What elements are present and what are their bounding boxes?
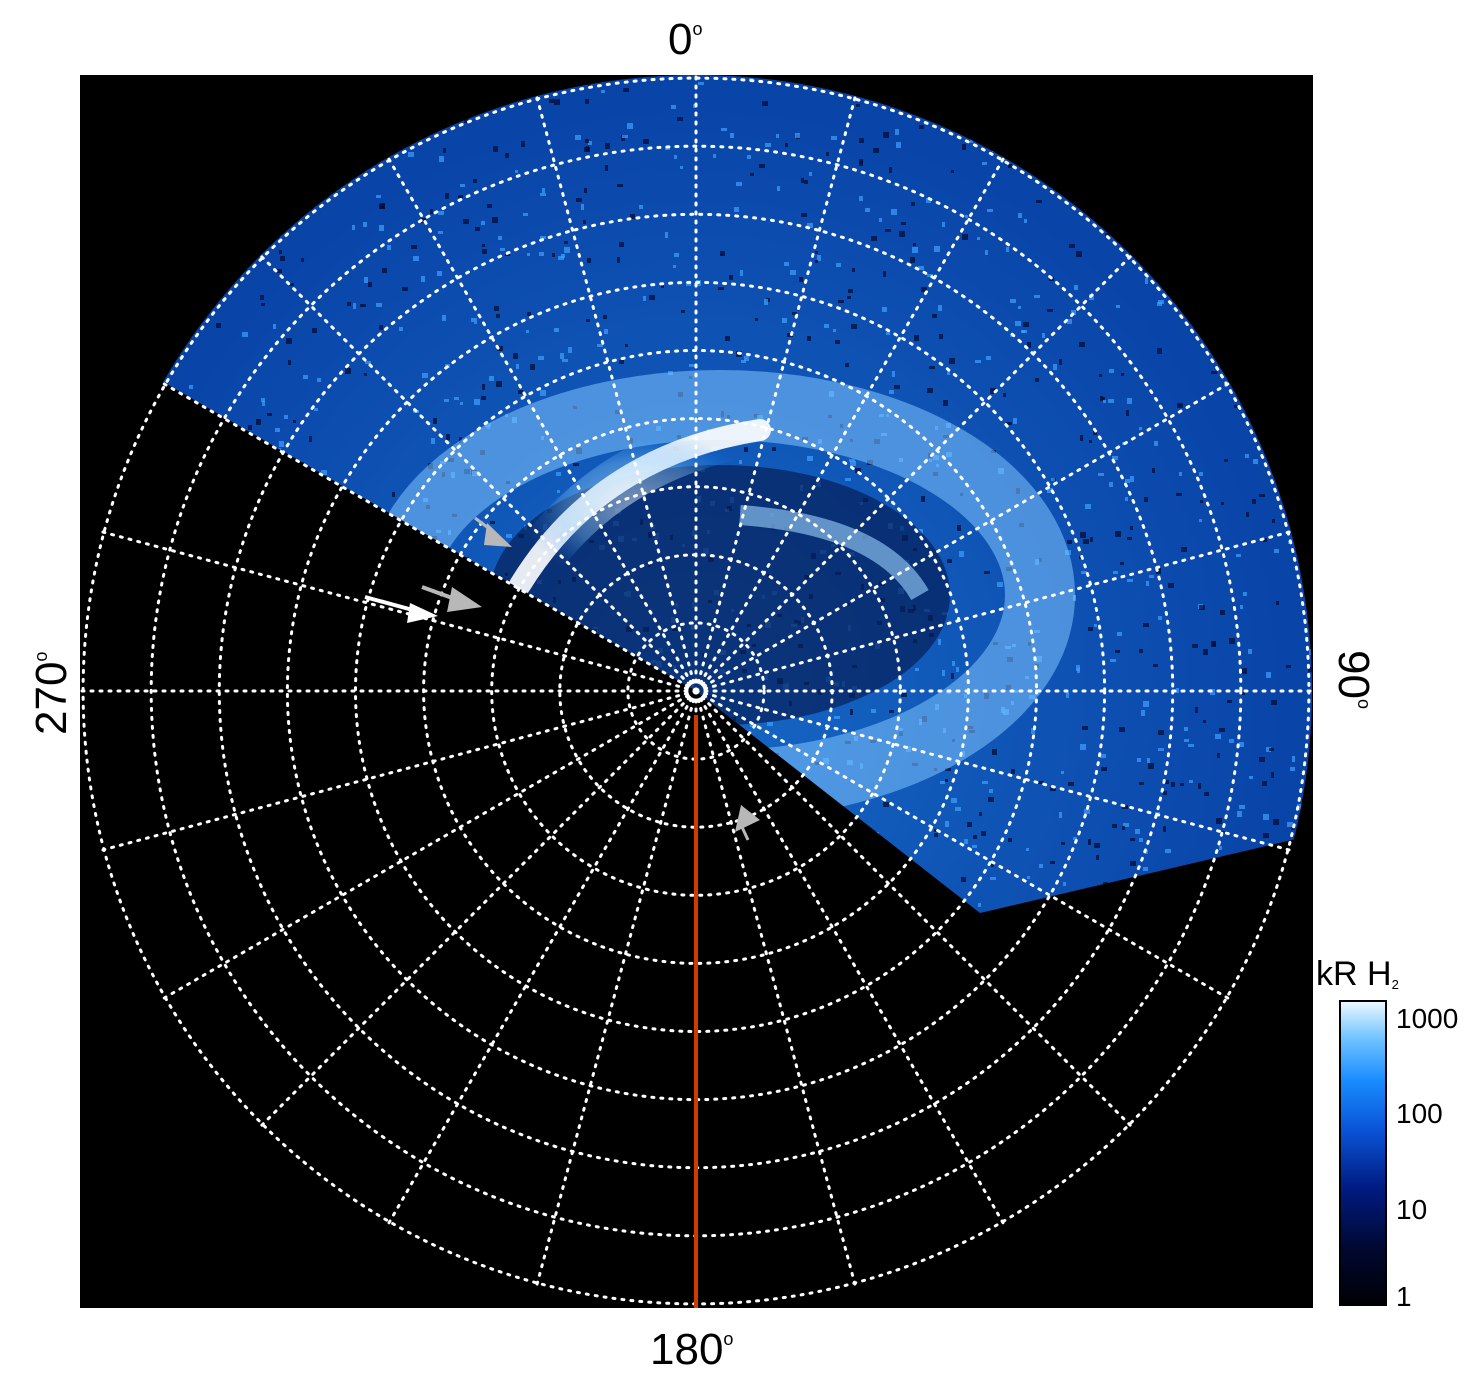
longitude-line xyxy=(161,381,698,693)
label-90-deg: 90o xyxy=(1329,650,1378,709)
longitude-line xyxy=(694,253,1134,693)
longitude-line xyxy=(258,253,698,693)
longitude-line xyxy=(99,689,698,852)
auroral-polar-image xyxy=(80,75,1313,1308)
colorbar-tick-1000: 1000 xyxy=(1396,1003,1459,1034)
inner-arc xyxy=(739,505,929,601)
longitude-line xyxy=(99,530,698,693)
longitude-line xyxy=(694,381,1231,693)
gray-arrow-1 xyxy=(421,585,482,612)
longitude-line xyxy=(258,689,698,1129)
longitude-line xyxy=(694,689,1231,1001)
gray-arrow-3 xyxy=(735,805,760,841)
colorbar-tick-100: 100 xyxy=(1396,1098,1443,1129)
longitude-line xyxy=(694,94,857,693)
latitude-circle xyxy=(490,485,902,897)
pole-marker xyxy=(684,679,708,703)
longitude-line xyxy=(694,689,857,1288)
longitude-line xyxy=(386,689,698,1226)
label-270-deg: 270o xyxy=(27,651,76,735)
longitude-line xyxy=(386,156,698,693)
colorbar-title: kR H2 xyxy=(1316,955,1399,993)
longitude-line xyxy=(535,94,698,693)
white-arrow xyxy=(364,595,438,623)
longitude-line xyxy=(694,689,1293,852)
colorbar xyxy=(1339,1000,1387,1306)
longitude-line xyxy=(535,689,698,1288)
longitude-line xyxy=(694,530,1293,693)
longitude-line xyxy=(694,156,1006,693)
longitude-line xyxy=(694,689,1006,1226)
longitude-line xyxy=(694,689,1134,1129)
colorbar-tick-1: 1 xyxy=(1396,1281,1412,1312)
label-0-deg: 0o xyxy=(668,15,703,64)
label-180-deg: 180o xyxy=(650,1325,734,1374)
polar-plot-svg xyxy=(80,75,1313,1308)
colorbar-tick-10: 10 xyxy=(1396,1194,1428,1225)
gray-arrow-2 xyxy=(474,516,512,547)
longitude-line xyxy=(161,689,698,1001)
